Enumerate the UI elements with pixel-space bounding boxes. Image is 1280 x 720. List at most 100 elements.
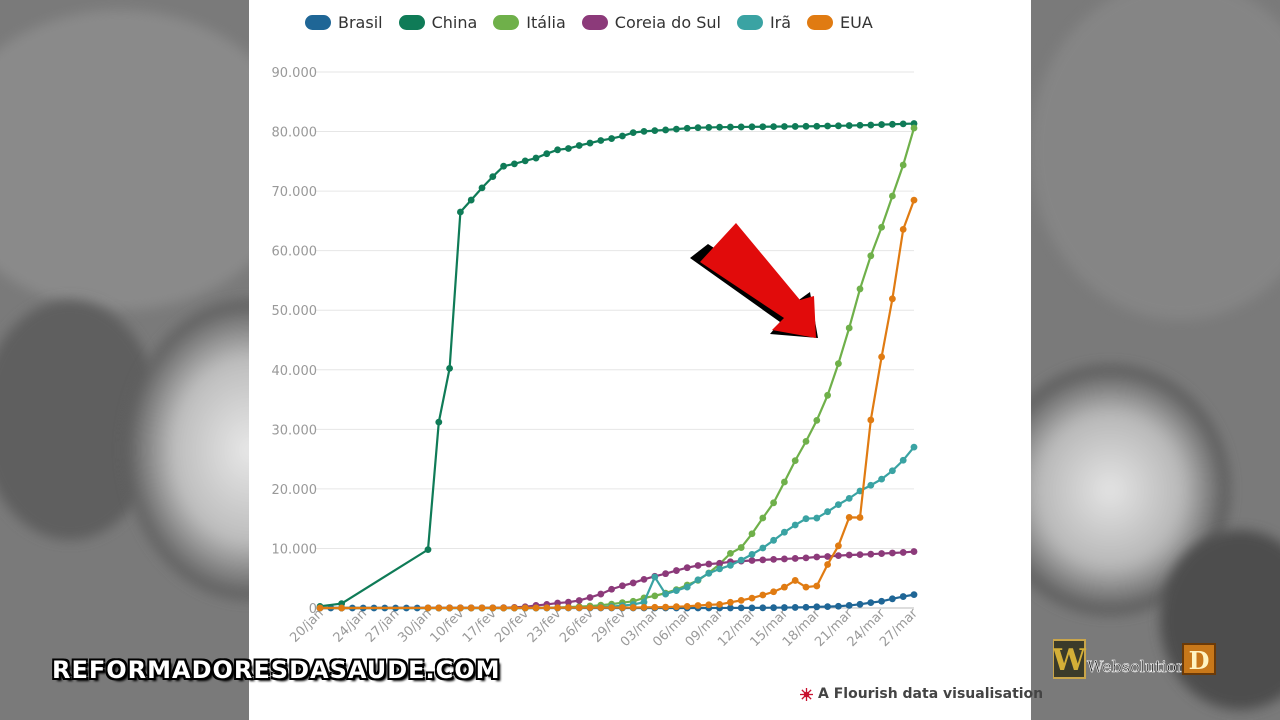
series-irã xyxy=(316,443,918,612)
data-point xyxy=(878,597,885,605)
data-point xyxy=(716,565,723,573)
series-layer xyxy=(316,120,918,612)
series-line xyxy=(320,550,915,610)
logo-wordmark: Websolution xyxy=(1087,657,1187,676)
data-point xyxy=(824,508,831,516)
legend-item[interactable]: EUA xyxy=(807,13,873,32)
data-point xyxy=(835,501,842,509)
data-point xyxy=(705,569,713,577)
data-point xyxy=(856,514,864,521)
data-point xyxy=(899,161,907,169)
flourish-credit[interactable]: A Flourish data visualisation xyxy=(800,686,1043,702)
data-point xyxy=(511,160,518,168)
data-point xyxy=(770,123,777,131)
data-point xyxy=(716,600,723,608)
data-point xyxy=(629,129,637,137)
data-point xyxy=(575,597,583,604)
data-point xyxy=(727,549,734,557)
series-line xyxy=(320,127,916,610)
data-point xyxy=(889,467,896,475)
legend-label: Coreia do Sul xyxy=(614,12,721,32)
legend-item[interactable]: China xyxy=(398,13,477,32)
data-point xyxy=(629,604,637,611)
x-tick-label: 17/fev xyxy=(460,606,500,646)
data-point xyxy=(856,551,864,559)
y-tick-label: 0 xyxy=(309,602,317,617)
data-point xyxy=(759,544,767,552)
data-point xyxy=(651,592,659,600)
data-point xyxy=(845,494,853,502)
data-point xyxy=(845,513,853,521)
x-tick-label: 20/fev xyxy=(492,606,532,646)
y-tick-label: 40.000 xyxy=(272,364,318,379)
data-point xyxy=(899,549,907,556)
data-point xyxy=(489,604,497,612)
data-point xyxy=(856,285,864,293)
data-point xyxy=(673,567,680,574)
data-point xyxy=(597,137,605,144)
data-point xyxy=(608,604,615,612)
legend-item[interactable]: Irã xyxy=(736,12,792,32)
x-axis: 20/jan 24/jan27/jan30/jan10/fev17/fev20/f… xyxy=(287,606,921,650)
data-point xyxy=(338,604,345,612)
data-point xyxy=(424,604,432,612)
data-point xyxy=(867,121,875,129)
data-point xyxy=(662,603,669,611)
data-point xyxy=(759,591,767,599)
data-point xyxy=(781,583,788,591)
legend-item[interactable]: Itália xyxy=(493,13,566,32)
data-point xyxy=(781,555,788,563)
data-point xyxy=(500,162,507,170)
data-point xyxy=(856,600,864,608)
logo-letter-d: D xyxy=(1189,646,1210,675)
data-point xyxy=(532,604,540,612)
data-point xyxy=(651,573,659,581)
data-point xyxy=(457,208,464,216)
data-point xyxy=(824,561,831,568)
legend-item[interactable]: Brasil xyxy=(305,13,383,32)
data-point xyxy=(554,604,561,612)
data-point xyxy=(651,603,659,611)
data-point xyxy=(694,562,702,569)
data-point xyxy=(694,576,702,584)
x-tick-label: 10/fev xyxy=(427,606,467,646)
data-point xyxy=(619,132,626,140)
data-point xyxy=(543,150,551,158)
data-point xyxy=(781,604,788,611)
data-point xyxy=(770,499,777,507)
legend-label: Irã xyxy=(769,12,792,32)
data-point xyxy=(910,196,918,204)
data-point xyxy=(586,604,594,612)
data-point xyxy=(813,553,821,561)
data-point xyxy=(899,120,907,128)
data-point xyxy=(910,124,918,132)
legend-item[interactable]: Coreia do Sul xyxy=(581,12,721,32)
y-tick-label: 30.000 xyxy=(272,423,318,438)
data-point xyxy=(683,124,691,132)
data-point xyxy=(910,548,918,555)
data-point xyxy=(694,124,702,132)
data-point xyxy=(889,192,896,200)
legend-swatch xyxy=(807,14,834,30)
data-point xyxy=(791,521,799,529)
data-point xyxy=(673,587,680,594)
legend-swatch xyxy=(305,14,331,30)
series-line xyxy=(319,122,915,608)
data-point xyxy=(845,324,853,332)
data-point xyxy=(781,123,788,130)
data-point xyxy=(586,594,594,601)
data-point xyxy=(435,418,443,426)
data-point xyxy=(878,550,885,557)
y-tick-label: 70.000 xyxy=(272,185,318,200)
websolution-logo: W Websolution D xyxy=(1053,639,1216,679)
data-point xyxy=(629,579,637,587)
data-point xyxy=(554,146,561,154)
data-point xyxy=(435,604,443,612)
data-point xyxy=(759,556,767,564)
data-point xyxy=(802,122,810,130)
data-point xyxy=(608,135,615,142)
data-point xyxy=(748,530,756,538)
data-point xyxy=(835,602,842,610)
data-point xyxy=(781,478,788,486)
data-point xyxy=(835,122,842,130)
